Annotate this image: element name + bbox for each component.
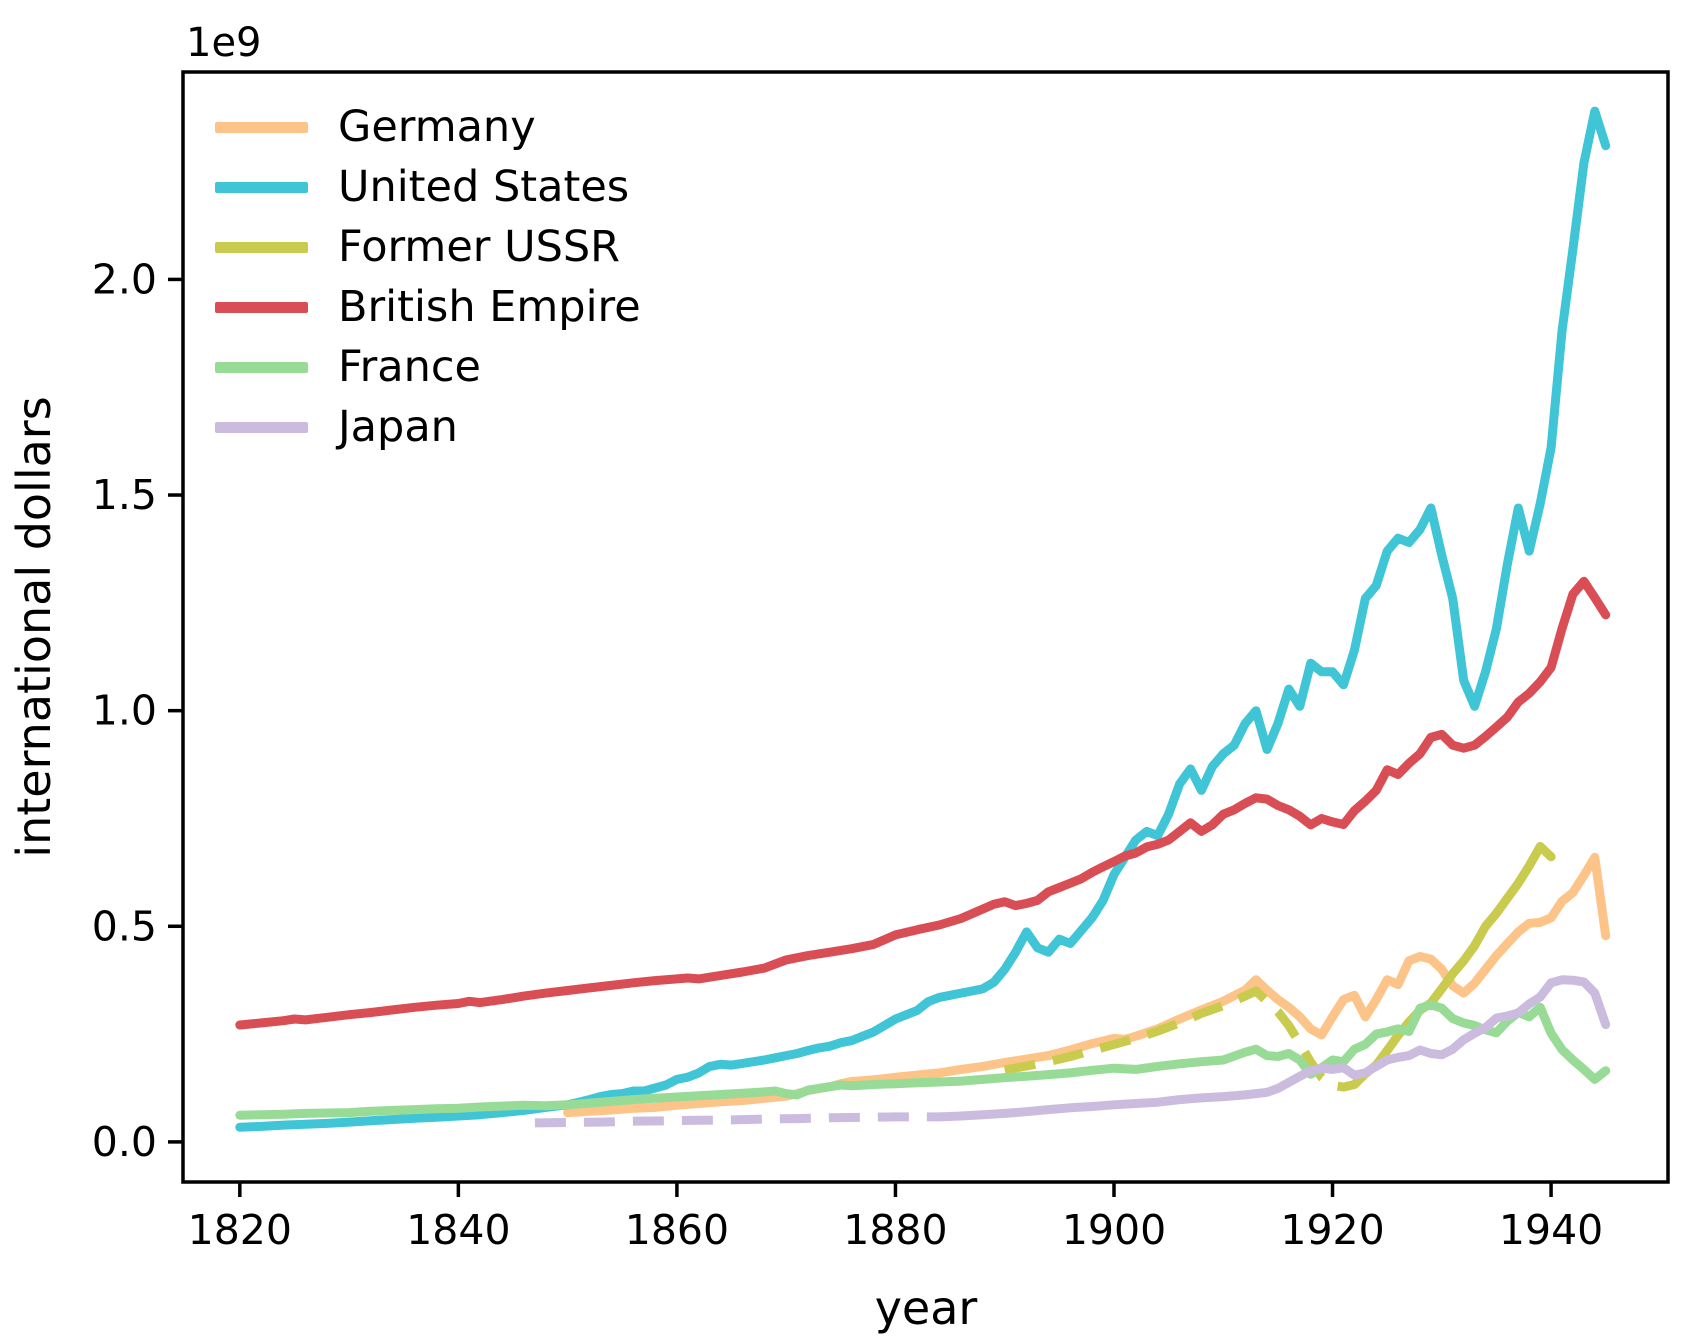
- legend-item-germany: Germany: [215, 97, 641, 157]
- series-line-japan: [934, 975, 1611, 1122]
- x-tick-label: 1880: [843, 1206, 947, 1254]
- former-ussr-line-swatch: [215, 241, 308, 253]
- germany-line-swatch: [215, 121, 308, 133]
- legend-label: British Empire: [338, 282, 641, 332]
- x-tick-label: 1840: [406, 1206, 510, 1254]
- series-line-former-ussr-dashed: [1003, 986, 1345, 1092]
- legend-label: Japan: [338, 402, 458, 452]
- legend-item-british-empire: British Empire: [215, 277, 641, 337]
- legend-label: Germany: [338, 102, 536, 152]
- united-states-line-swatch: [215, 181, 308, 193]
- y-axis-offset-label: 1e9: [186, 20, 262, 66]
- series-line-british-empire: [235, 576, 1611, 1030]
- japan-line-swatch: [215, 421, 308, 433]
- legend-item-united-states: United States: [215, 157, 641, 217]
- y-axis-title: international dollars: [7, 396, 61, 857]
- y-tick-label: 0.5: [92, 902, 157, 950]
- x-tick-label: 1920: [1280, 1206, 1384, 1254]
- x-tick-label: 1940: [1499, 1206, 1603, 1254]
- x-tick-label: 1820: [188, 1206, 292, 1254]
- legend-label: France: [338, 342, 481, 392]
- france-line-swatch: [215, 361, 308, 373]
- legend-item-former-ussr: Former USSR: [215, 217, 641, 277]
- series-line-japan-dashed: [534, 1112, 940, 1128]
- legend-label: United States: [338, 162, 630, 212]
- series-line-france: [235, 1000, 1611, 1120]
- legend-label: Former USSR: [338, 222, 621, 272]
- y-tick-label: 1.0: [92, 687, 157, 735]
- x-tick-label: 1900: [1062, 1206, 1166, 1254]
- y-tick-label: 0.0: [92, 1118, 157, 1166]
- plot-frame: [181, 70, 1670, 1184]
- legend: Germany United States Former USSR Britis…: [215, 97, 641, 457]
- legend-item-japan: Japan: [215, 397, 641, 457]
- y-tick-label: 1.5: [92, 471, 157, 519]
- british-empire-line-swatch: [215, 301, 308, 313]
- legend-item-france: France: [215, 337, 641, 397]
- x-axis-title: year: [875, 1281, 978, 1335]
- y-tick-label: 2.0: [92, 255, 157, 303]
- series-line-united-states: [235, 106, 1611, 1132]
- x-tick-label: 1860: [625, 1206, 729, 1254]
